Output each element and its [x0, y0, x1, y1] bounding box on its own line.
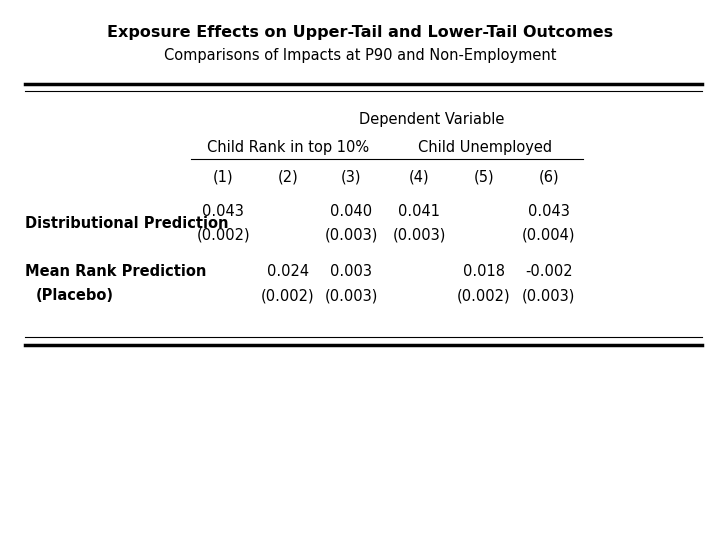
Text: Child Rank in top 10%: Child Rank in top 10% [207, 140, 369, 156]
Text: (2): (2) [278, 170, 298, 185]
Text: (0.002): (0.002) [457, 288, 510, 303]
Text: (1): (1) [213, 170, 233, 185]
Text: 0.018: 0.018 [463, 264, 505, 279]
Text: (0.003): (0.003) [392, 227, 446, 242]
Text: 0.024: 0.024 [267, 264, 309, 279]
Text: Child Unemployed: Child Unemployed [418, 140, 552, 156]
Text: -0.002: -0.002 [525, 264, 572, 279]
Text: Mean Rank Prediction: Mean Rank Prediction [25, 264, 207, 279]
Text: (5): (5) [474, 170, 494, 185]
Text: Dependent Variable: Dependent Variable [359, 112, 505, 127]
Text: (4): (4) [409, 170, 429, 185]
Text: 0.041: 0.041 [398, 204, 440, 219]
Text: 0.040: 0.040 [330, 204, 372, 219]
Text: (0.002): (0.002) [261, 288, 315, 303]
Text: (0.003): (0.003) [325, 288, 378, 303]
Text: (0.003): (0.003) [325, 227, 378, 242]
Text: (Placebo): (Placebo) [36, 288, 114, 303]
Text: (6): (6) [539, 170, 559, 185]
Text: Exposure Effects on Upper-Tail and Lower-Tail Outcomes: Exposure Effects on Upper-Tail and Lower… [107, 25, 613, 40]
Text: Comparisons of Impacts at P90 and Non-Employment: Comparisons of Impacts at P90 and Non-Em… [163, 48, 557, 63]
Text: (0.004): (0.004) [522, 227, 575, 242]
Text: 0.043: 0.043 [528, 204, 570, 219]
Text: (0.003): (0.003) [522, 288, 575, 303]
Text: 0.003: 0.003 [330, 264, 372, 279]
Text: Distributional Prediction: Distributional Prediction [25, 216, 229, 231]
Text: 0.043: 0.043 [202, 204, 244, 219]
Text: (0.002): (0.002) [197, 227, 250, 242]
Text: (3): (3) [341, 170, 361, 185]
